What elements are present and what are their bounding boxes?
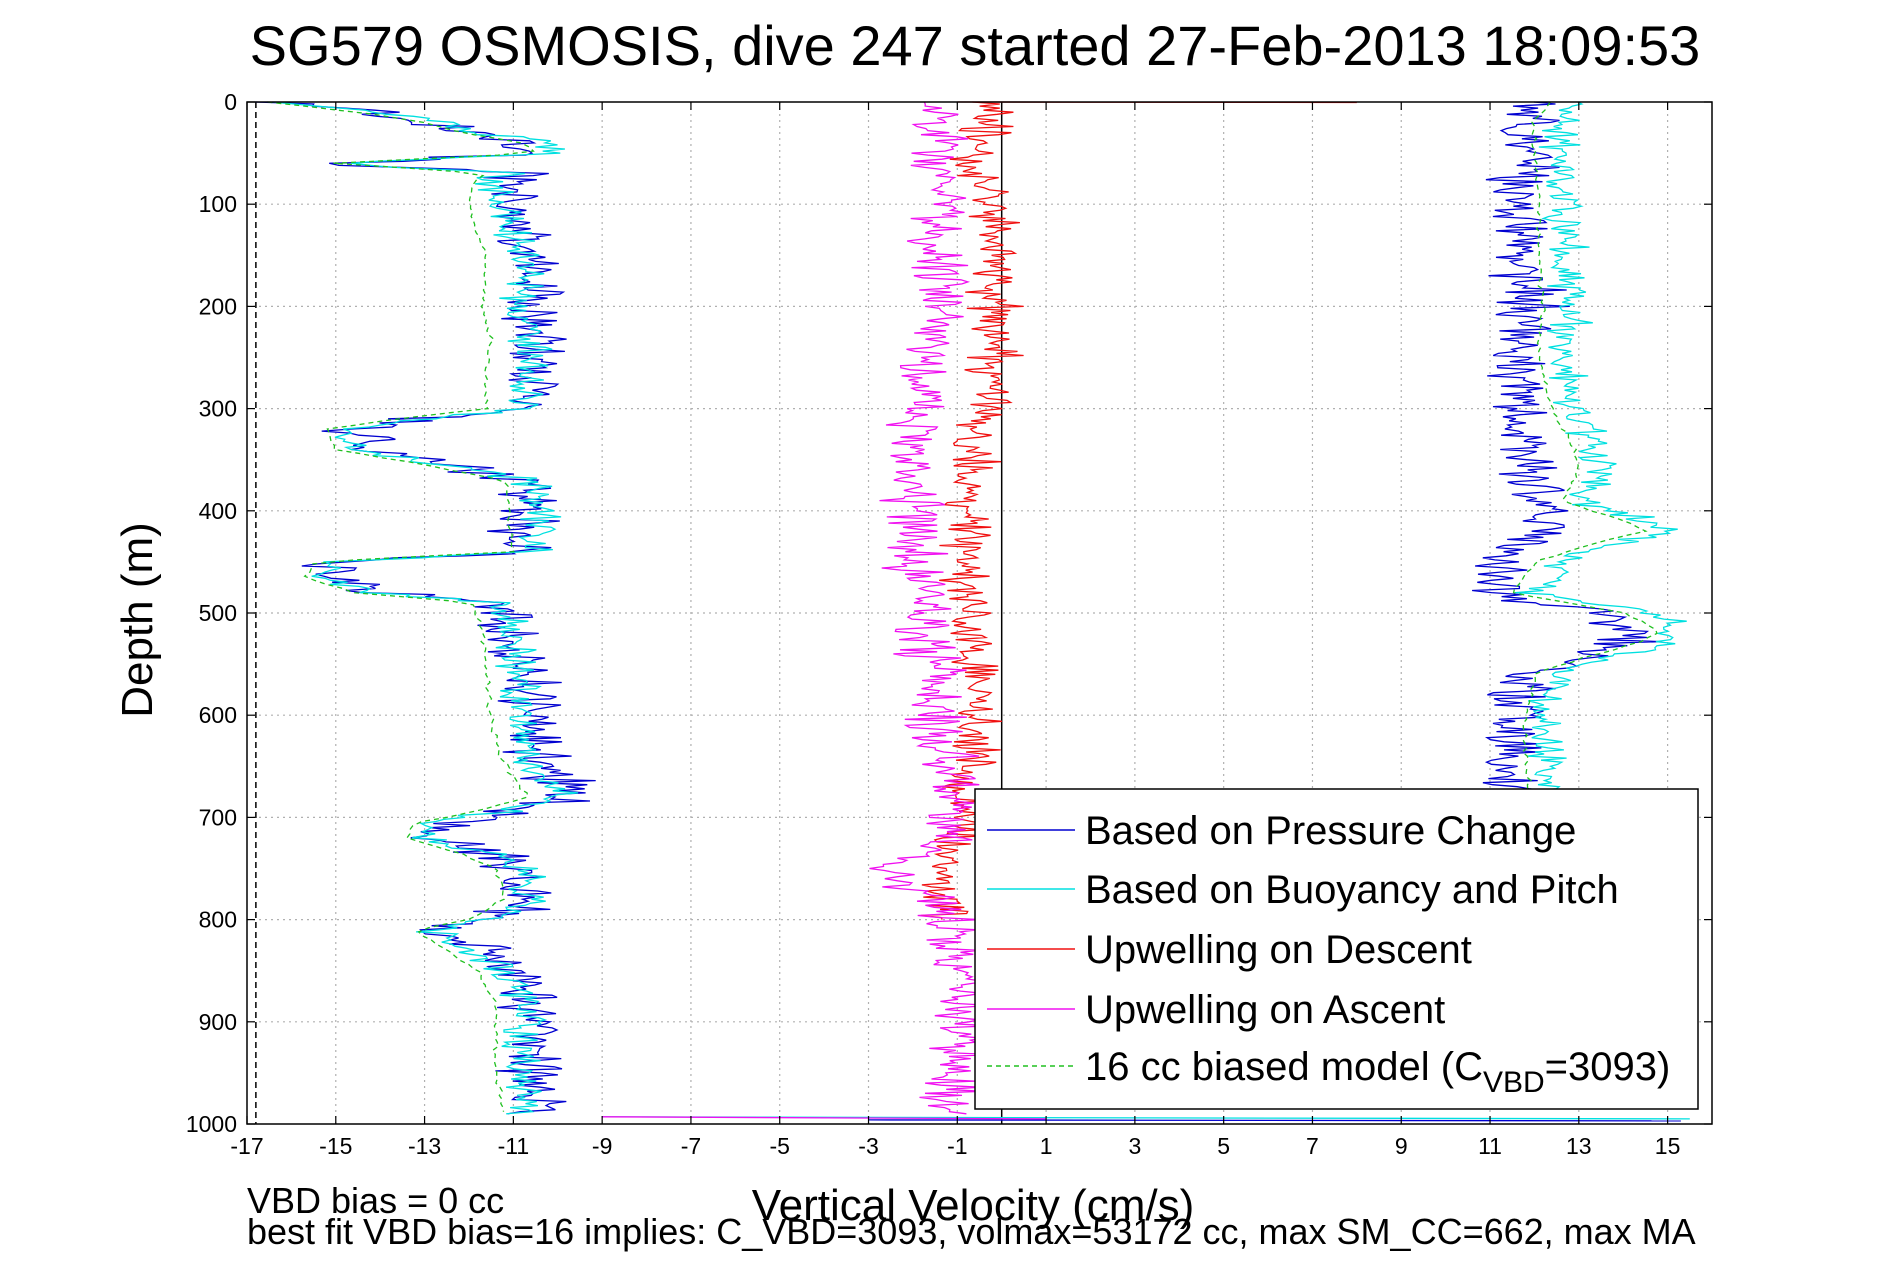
- legend-label-pressure: Based on Pressure Change: [1085, 809, 1576, 853]
- series-ascent: [602, 101, 1047, 1120]
- series-line-model: [1512, 101, 1658, 818]
- x-tick-label: 3: [1128, 1133, 1141, 1159]
- x-tick-label: -7: [681, 1133, 701, 1159]
- x-tick-label: -9: [592, 1133, 612, 1159]
- vbd-bias-note: VBD bias = 0 cc: [247, 1180, 504, 1221]
- x-tick-label: 9: [1395, 1133, 1408, 1159]
- x-tick-label: -3: [858, 1133, 878, 1159]
- series-line-pressure: [255, 101, 596, 1115]
- x-tick-label: -13: [408, 1133, 441, 1159]
- x-tick-label: -17: [230, 1133, 263, 1159]
- y-tick-label: 100: [199, 191, 237, 217]
- legend-box: [974, 788, 1699, 1110]
- legend: Based on Pressure Change Based on Buoyanc…: [974, 788, 1699, 1110]
- x-tick-label: 7: [1306, 1133, 1319, 1159]
- series-line-buoyancy: [272, 101, 579, 1115]
- x-tick-label: 5: [1217, 1133, 1230, 1159]
- x-axis-label: Vertical Velocity (cm/s): [752, 1181, 1195, 1230]
- series-line-pressure: [1472, 101, 1662, 818]
- y-tick-label: 500: [199, 600, 237, 626]
- series-pressure: [255, 101, 1681, 1122]
- legend-label-model: 16 cc biased model (CVBD=3093): [1085, 1045, 1670, 1099]
- y-tick-label: 800: [199, 907, 237, 933]
- y-tick-label: 1000: [186, 1111, 237, 1137]
- best-fit-note: best fit VBD bias=16 implies: C_VBD=3093…: [247, 1211, 1696, 1252]
- legend-label-buoyancy: Based on Buoyancy and Pitch: [1085, 868, 1619, 912]
- series-line-pressure: [868, 1119, 1681, 1122]
- chart-title: SG579 OSMOSIS, dive 247 started 27-Feb-2…: [250, 14, 1701, 77]
- axes: -17 -15 -13 -11 -9 -7 -5 -3 -1 1 3 5 7 9 11 13 150100200…: [186, 89, 1713, 1159]
- x-tick-label: -11: [498, 1133, 530, 1159]
- x-tick-label: -5: [770, 1133, 790, 1159]
- x-tick-label: -15: [319, 1133, 352, 1159]
- x-tick-label: 13: [1566, 1133, 1592, 1159]
- series-line-ascent: [869, 101, 993, 1115]
- series-model: [267, 101, 1658, 1112]
- y-tick-label: 600: [199, 702, 237, 728]
- y-axis-label: Depth (m): [113, 522, 162, 718]
- y-tick-label: 200: [199, 293, 237, 319]
- legend-label-ascent: Upwelling on Ascent: [1085, 988, 1445, 1032]
- y-tick-label: 0: [224, 89, 237, 115]
- series-line-buoyancy: [1515, 101, 1687, 819]
- x-tick-label: 11: [1478, 1133, 1502, 1159]
- x-tick-label: 15: [1655, 1133, 1681, 1159]
- y-tick-label: 700: [199, 804, 237, 830]
- y-tick-label: 400: [199, 498, 237, 524]
- legend-label-descent: Upwelling on Descent: [1085, 928, 1472, 972]
- x-tick-label: 1: [1040, 1133, 1053, 1159]
- y-tick-label: 300: [199, 396, 237, 422]
- series-line-ascent: [602, 1116, 1047, 1120]
- x-tick-label: -1: [947, 1133, 967, 1159]
- y-tick-label: 900: [199, 1009, 237, 1035]
